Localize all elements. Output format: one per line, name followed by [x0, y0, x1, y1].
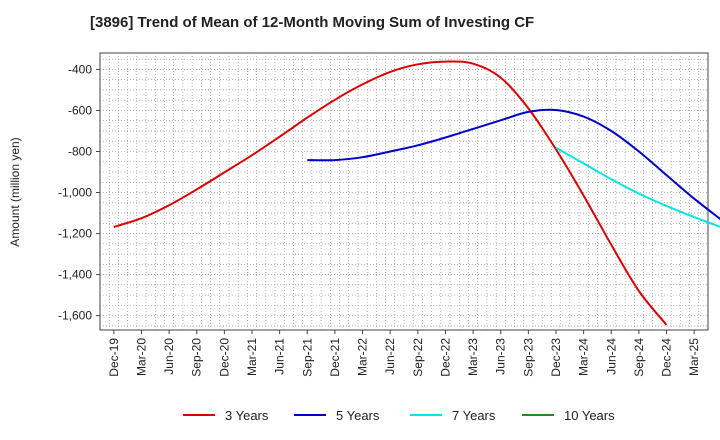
legend-item-7-years: 7 Years [410, 403, 495, 427]
y-tick-label: -800 [68, 144, 92, 158]
legend-label: 5 Years [336, 407, 380, 423]
series-line-3-years [113, 60, 668, 326]
legend-label: 10 Years [564, 407, 615, 423]
legend-label: 7 Years [452, 407, 496, 423]
x-tick-label: Dec-23 [549, 338, 563, 377]
x-tick-label: Mar-24 [577, 338, 591, 376]
x-tick-label: Dec-21 [328, 338, 342, 377]
y-axis-label: Amount (million yen) [8, 137, 22, 246]
chart-title: [3896] Trend of Mean of 12-Month Moving … [90, 14, 535, 31]
x-tick-label: Dec-20 [217, 338, 231, 377]
x-tick-label: Jun-21 [273, 338, 287, 375]
x-tick-label: Mar-21 [245, 338, 259, 376]
legend-swatch [522, 414, 554, 416]
x-tick-label: Sep-22 [411, 338, 425, 377]
x-tick-label: Sep-24 [632, 338, 646, 377]
y-tick-label: -1,000 [58, 186, 92, 200]
x-tick-label: Dec-22 [438, 338, 452, 377]
x-tick-label: Sep-21 [300, 338, 314, 377]
legend-swatch [294, 414, 326, 416]
legend-swatch [410, 414, 442, 416]
legend-item-5-years: 5 Years [294, 403, 379, 427]
y-tick-label: -400 [68, 62, 92, 76]
grid-lines [100, 53, 708, 330]
x-tick-label: Jun-24 [604, 338, 618, 375]
x-tick-label: Jun-22 [383, 338, 397, 375]
y-tick-label: -1,600 [58, 309, 92, 323]
x-tick-labels: Dec-19 Mar-20 Jun-20 Sep-20 Dec-20 Mar-21 Jun-… [107, 330, 701, 377]
x-tick-label: Mar-25 [687, 338, 701, 376]
y-tick-label: -1,200 [58, 227, 92, 241]
y-tick-label: -600 [68, 103, 92, 117]
legend: 3 Years 5 Years 7 Years 10 Years [0, 403, 720, 427]
y-tick-labels: -400 -600 -800 -1,000 -1,200 -1,400 -1,600 [58, 62, 100, 323]
x-tick-label: Sep-20 [190, 338, 204, 377]
x-tick-label: Mar-23 [466, 338, 480, 376]
x-tick-label: Mar-20 [134, 338, 148, 376]
x-tick-label: Mar-22 [356, 338, 370, 376]
x-tick-label: Jun-23 [494, 338, 508, 375]
x-tick-label: Dec-19 [107, 338, 121, 377]
x-tick-label: Dec-24 [660, 338, 674, 377]
series-line-7-years [555, 146, 720, 228]
series-lines [113, 60, 720, 326]
y-tick-label: -1,400 [58, 268, 92, 282]
x-tick-label: Jun-20 [162, 338, 176, 375]
legend-label: 3 Years [225, 407, 269, 423]
legend-swatch [183, 414, 215, 416]
x-tick-label: Sep-23 [521, 338, 535, 377]
series-line-5-years [307, 108, 720, 221]
legend-item-3-years: 3 Years [183, 403, 268, 427]
legend-item-10-years: 10 Years [522, 403, 615, 427]
